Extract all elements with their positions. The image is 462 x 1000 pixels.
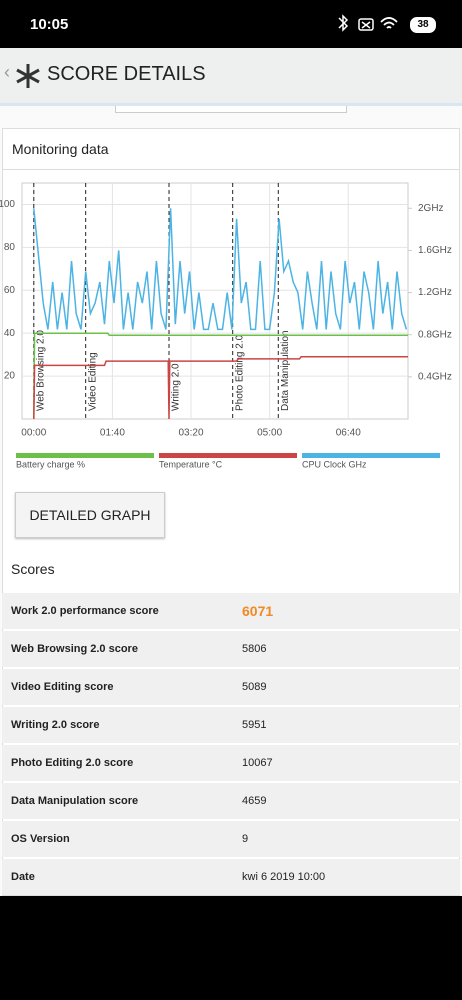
score-row: Data Manipulation score 4659 (2, 783, 460, 819)
score-value: 4659 (242, 795, 267, 807)
legend-swatch (16, 453, 154, 458)
score-row: Writing 2.0 score 5951 (2, 707, 460, 743)
score-row: Web Browsing 2.0 score 5806 (2, 631, 460, 667)
stage-label: Photo Editing 2.0 (234, 334, 245, 411)
app-bar: ‹ SCORE DETAILS (0, 48, 462, 106)
score-value: 10067 (242, 757, 273, 769)
series-line (33, 356, 408, 420)
x-tick-label: 01:40 (100, 428, 125, 439)
back-button[interactable]: ‹ (4, 62, 10, 82)
y2-tick-label: 0.8GHz (418, 329, 452, 340)
previous-card (115, 106, 347, 113)
stage-label: Video Editing (87, 352, 98, 411)
status-bar: 10:05 38 (0, 0, 462, 48)
y-tick-label: 60 (4, 285, 16, 296)
score-row: Photo Editing 2.0 score 10067 (2, 745, 460, 781)
status-icons (338, 14, 398, 32)
score-row: Work 2.0 performance score 6071 (2, 593, 460, 629)
stage-label: Data Manipulation (280, 330, 291, 411)
plot-area (21, 182, 409, 420)
score-row: Video Editing score 5089 (2, 669, 460, 705)
clock: 10:05 (30, 16, 69, 33)
score-label: Writing 2.0 score (11, 719, 100, 731)
divider (3, 169, 459, 170)
stage-label: Web Browsing 2.0 (35, 330, 46, 411)
y-tick-label: 40 (4, 328, 16, 339)
x-tick-label: 06:40 (336, 428, 361, 439)
legend-swatch (159, 453, 297, 458)
chart: 20 40 60 80 100 0.4GHz 0.8GHz 1.2GHz 1.6GHz 2GHz 0… (0, 182, 452, 469)
y2-tick-label: 1.2GHz (418, 287, 452, 298)
legend-label: Temperature °C (159, 459, 223, 469)
score-label: Work 2.0 performance score (11, 605, 159, 617)
logo (16, 64, 40, 88)
page-title: SCORE DETAILS (47, 63, 206, 85)
score-row: OS Version 9 (2, 821, 460, 857)
y-tick-label: 100 (0, 199, 15, 210)
x-tick-label: 00:00 (21, 428, 46, 439)
score-value: kwi 6 2019 10:00 (242, 871, 326, 883)
stage-label: Writing 2.0 (171, 363, 182, 411)
score-label: Date (11, 871, 35, 883)
series-line (33, 208, 408, 331)
x-tick-label: 05:00 (257, 428, 282, 439)
y-tick-label: 20 (4, 371, 16, 382)
score-label: Photo Editing 2.0 score (11, 757, 134, 769)
score-label: OS Version (11, 833, 70, 845)
y2-tick-label: 2GHz (418, 203, 444, 214)
score-label: Data Manipulation score (11, 795, 139, 807)
y2-tick-label: 1.6GHz (418, 245, 452, 256)
y-tick-label: 80 (4, 242, 16, 253)
card-title: Monitoring data (12, 141, 109, 157)
x-tick-label: 03:20 (179, 428, 204, 439)
score-value: 9 (242, 833, 249, 845)
series-line (33, 332, 408, 420)
score-label: Video Editing score (11, 681, 114, 693)
battery: 38 (410, 17, 436, 33)
score-value: 5951 (242, 719, 267, 731)
legend-label: Battery charge % (16, 459, 85, 469)
scores-title: Scores (11, 561, 55, 577)
legend-label: CPU Clock GHz (302, 459, 367, 469)
score-label: Web Browsing 2.0 score (11, 643, 138, 655)
detailed-graph-button[interactable]: DETAILED GRAPH (15, 492, 165, 538)
score-value: 6071 (242, 603, 274, 619)
legend-swatch (302, 453, 440, 458)
score-row: Date kwi 6 2019 10:00 (2, 859, 460, 895)
score-value: 5089 (242, 681, 267, 693)
score-value: 5806 (242, 643, 267, 655)
y2-tick-label: 0.4GHz (418, 371, 452, 382)
